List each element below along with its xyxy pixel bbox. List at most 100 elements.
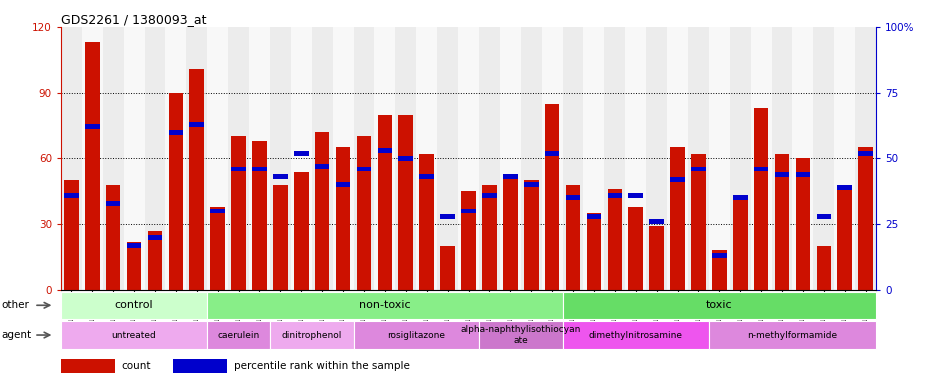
Text: toxic: toxic	[705, 300, 732, 310]
Bar	[687, 27, 709, 290]
Bar	[207, 292, 562, 319]
Bar	[64, 180, 79, 290]
Bar	[795, 158, 810, 290]
Bar	[541, 27, 562, 290]
Bar	[270, 27, 290, 290]
Bar	[377, 114, 392, 290]
Bar	[709, 27, 729, 290]
Bar	[478, 321, 562, 349]
Bar	[148, 235, 162, 240]
Bar	[398, 114, 413, 290]
Bar	[314, 132, 329, 290]
Bar	[833, 27, 855, 290]
Bar	[607, 189, 622, 290]
Text: agent: agent	[2, 330, 32, 340]
Bar	[207, 321, 270, 349]
Bar	[168, 93, 183, 290]
Bar	[353, 27, 374, 290]
Bar	[61, 292, 207, 319]
Bar	[812, 27, 833, 290]
Bar	[499, 27, 520, 290]
Bar	[750, 27, 770, 290]
Bar	[81, 27, 103, 290]
Bar	[586, 213, 601, 290]
Bar	[565, 185, 579, 290]
Bar	[666, 27, 687, 290]
Bar	[126, 243, 141, 248]
Bar	[294, 151, 308, 156]
Bar	[85, 42, 99, 290]
Bar	[335, 182, 350, 187]
Bar	[729, 27, 750, 290]
Bar	[252, 141, 267, 290]
Bar	[357, 167, 371, 171]
Text: n-methylformamide: n-methylformamide	[747, 331, 837, 339]
Bar	[173, 359, 227, 373]
Text: control: control	[114, 300, 154, 310]
Bar	[231, 136, 245, 290]
Bar	[628, 207, 642, 290]
Bar	[231, 167, 245, 171]
Bar	[210, 209, 225, 214]
Text: rosiglitazone: rosiglitazone	[387, 331, 445, 339]
Text: caerulein: caerulein	[217, 331, 259, 339]
Bar	[478, 27, 499, 290]
Bar	[523, 182, 538, 187]
Bar	[503, 174, 517, 290]
Text: other: other	[2, 300, 30, 310]
Bar	[312, 27, 332, 290]
Bar	[565, 195, 579, 200]
Bar	[249, 27, 270, 290]
Bar	[166, 27, 186, 290]
Bar	[857, 147, 872, 290]
Bar	[272, 174, 287, 179]
Bar	[314, 164, 329, 169]
Bar	[64, 193, 79, 198]
Bar	[586, 214, 601, 218]
Bar	[227, 27, 249, 290]
Bar	[481, 193, 496, 198]
Bar	[440, 246, 455, 290]
Bar	[649, 219, 664, 224]
Bar	[646, 27, 666, 290]
Bar	[837, 185, 851, 190]
Bar	[753, 167, 768, 171]
Bar	[437, 27, 458, 290]
Bar	[398, 156, 413, 161]
Bar	[628, 193, 642, 198]
Bar	[649, 226, 664, 290]
Bar	[416, 27, 437, 290]
Bar	[106, 185, 121, 290]
Bar	[207, 27, 227, 290]
Bar	[252, 167, 267, 171]
Bar	[815, 214, 830, 218]
Bar	[290, 27, 312, 290]
Bar	[395, 27, 416, 290]
Bar	[837, 185, 851, 290]
Text: untreated: untreated	[111, 331, 156, 339]
Bar	[144, 27, 166, 290]
Bar	[294, 172, 308, 290]
Bar	[732, 198, 747, 290]
Bar	[270, 321, 353, 349]
Text: dinitrophenol: dinitrophenol	[281, 331, 342, 339]
Bar	[774, 154, 788, 290]
Bar	[711, 250, 725, 290]
Bar	[419, 174, 433, 179]
Bar	[419, 154, 433, 290]
Bar	[85, 124, 99, 129]
Bar	[461, 191, 475, 290]
Bar	[520, 27, 541, 290]
Bar	[770, 27, 792, 290]
Bar	[669, 147, 684, 290]
Text: count: count	[122, 361, 151, 371]
Bar	[855, 27, 875, 290]
Bar	[691, 167, 705, 171]
Bar	[186, 27, 207, 290]
Bar	[148, 231, 162, 290]
Bar	[562, 292, 875, 319]
Bar	[61, 321, 207, 349]
Bar	[461, 209, 475, 214]
Bar	[61, 359, 114, 373]
Bar	[857, 151, 872, 156]
